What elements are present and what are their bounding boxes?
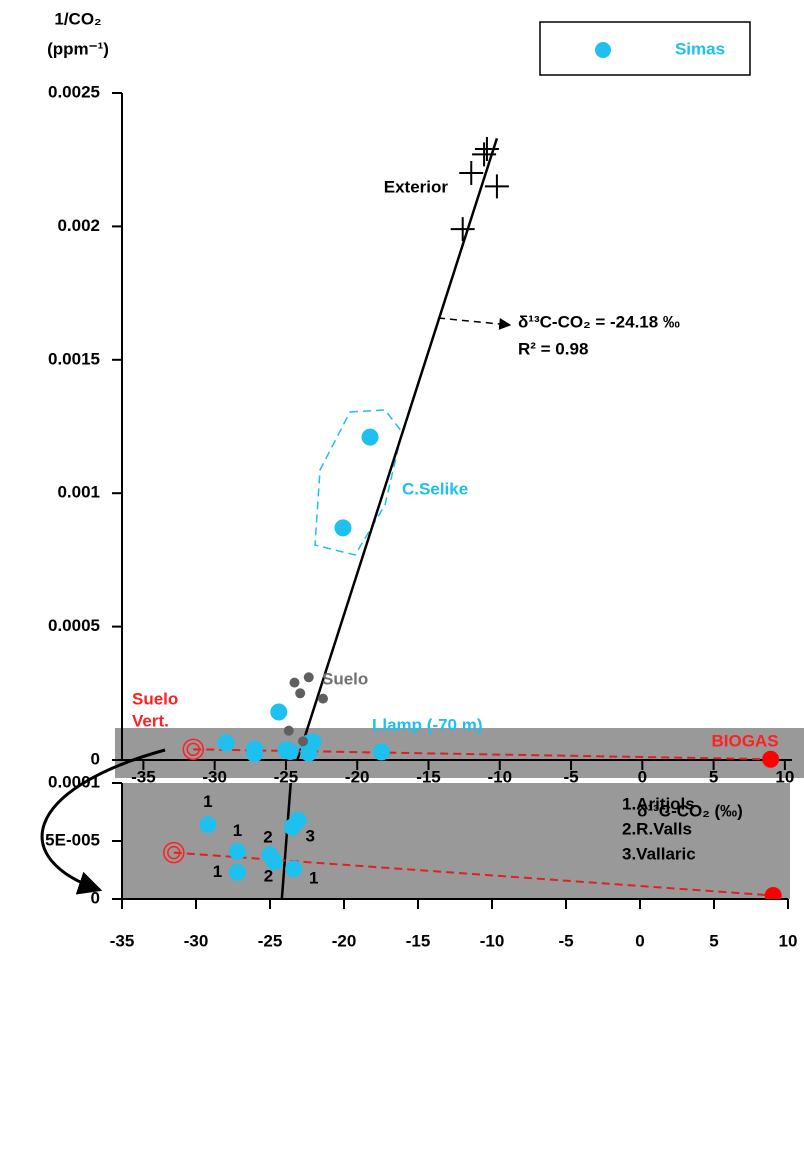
selike-outline xyxy=(314,409,403,556)
point xyxy=(474,137,499,162)
x-tick-label: 10 xyxy=(775,767,794,786)
point-label: 2 xyxy=(263,827,272,846)
point xyxy=(295,688,306,699)
point xyxy=(472,142,497,167)
point xyxy=(270,703,288,721)
point-label: 3 xyxy=(305,827,314,846)
point xyxy=(334,519,352,537)
plot-area xyxy=(163,783,782,899)
point xyxy=(199,816,217,834)
annotation: Vert. xyxy=(132,711,169,730)
point-label: 1 xyxy=(309,868,318,887)
point-label: 1 xyxy=(203,792,212,811)
legend-box xyxy=(539,21,751,76)
annotation: Exterior xyxy=(384,177,449,196)
x-tick-label: -30 xyxy=(202,767,227,786)
y-tick-label: 0.001 xyxy=(57,483,100,502)
point xyxy=(484,174,509,199)
y-tick-label: 0 xyxy=(91,888,100,907)
y-tick-label: 0.0001 xyxy=(48,772,100,791)
x-tick-label: -15 xyxy=(416,767,441,786)
point-label: 2 xyxy=(264,866,273,885)
x-tick-label: -5 xyxy=(558,931,573,950)
x-tick-label: -10 xyxy=(480,931,505,950)
point xyxy=(283,725,294,736)
plot-area xyxy=(182,137,780,768)
y-axis-title: 1/CO₂ xyxy=(54,9,101,28)
x-tick-label: -5 xyxy=(563,767,578,786)
x-tick-label: -10 xyxy=(487,767,512,786)
y-tick-label: 0.0025 xyxy=(48,82,100,101)
annotation: BIOGAS xyxy=(711,731,778,750)
annotation: C.Selike xyxy=(402,479,468,498)
x-axis-title: δ¹³C-CO₂ (‰) xyxy=(637,801,743,820)
point xyxy=(163,841,185,864)
y-tick-label: 0 xyxy=(91,749,100,768)
x-tick-label: -20 xyxy=(345,767,370,786)
point xyxy=(318,693,328,704)
point xyxy=(217,734,235,752)
trend-line xyxy=(296,137,499,761)
x-tick-label: -15 xyxy=(406,931,431,950)
annotation: Suelo xyxy=(132,689,178,708)
point xyxy=(281,742,299,760)
annotation: Llamp (-70 m) xyxy=(372,715,483,734)
y-tick-label: 0.0005 xyxy=(48,616,100,635)
x-tick-label: -35 xyxy=(110,931,135,950)
y-tick-label: 5E-005 xyxy=(45,830,100,849)
x-tick-label: -35 xyxy=(131,767,156,786)
legend-marker xyxy=(595,42,611,58)
x-tick-label: 5 xyxy=(709,767,718,786)
point xyxy=(265,853,283,871)
annotation: R² = 0.98 xyxy=(518,339,588,358)
point xyxy=(361,428,379,446)
y-axis-title: (ppm⁻¹) xyxy=(47,39,109,58)
annotation: δ¹³C-CO₂ = -24.18 ‰ xyxy=(518,312,680,331)
point-label: 1 xyxy=(233,821,242,840)
point xyxy=(289,811,307,829)
legend-label: Simas xyxy=(675,39,725,58)
point-label: 1 xyxy=(213,862,222,881)
trend-line xyxy=(173,851,774,897)
note: 1.Aritjols xyxy=(622,794,695,813)
point xyxy=(459,161,484,186)
y-tick-label: 0.0015 xyxy=(48,349,100,368)
point xyxy=(285,860,303,878)
x-tick-label: 0 xyxy=(638,767,647,786)
x-tick-label: -25 xyxy=(274,767,299,786)
point xyxy=(228,842,246,860)
y-tick-label: 0.002 xyxy=(57,216,100,235)
point xyxy=(372,743,390,761)
x-tick-label: 5 xyxy=(709,931,718,950)
point xyxy=(228,863,246,881)
point xyxy=(289,677,300,688)
x-tick-label: -25 xyxy=(258,931,283,950)
x-tick-label: 0 xyxy=(635,931,644,950)
note: 2.R.Valls xyxy=(622,819,692,838)
point xyxy=(764,887,782,899)
x-tick-label: -20 xyxy=(332,931,357,950)
point xyxy=(182,738,205,761)
note: 3.Vallaric xyxy=(622,844,696,863)
point xyxy=(298,736,309,747)
x-tick-label: -30 xyxy=(184,931,209,950)
equation-arrow xyxy=(437,317,512,330)
point xyxy=(246,745,264,763)
point xyxy=(303,672,314,683)
point xyxy=(762,750,780,768)
point xyxy=(450,217,475,242)
x-tick-label: 10 xyxy=(779,931,798,950)
zoom-arrow xyxy=(40,748,166,895)
annotation: Suelo xyxy=(322,669,368,688)
